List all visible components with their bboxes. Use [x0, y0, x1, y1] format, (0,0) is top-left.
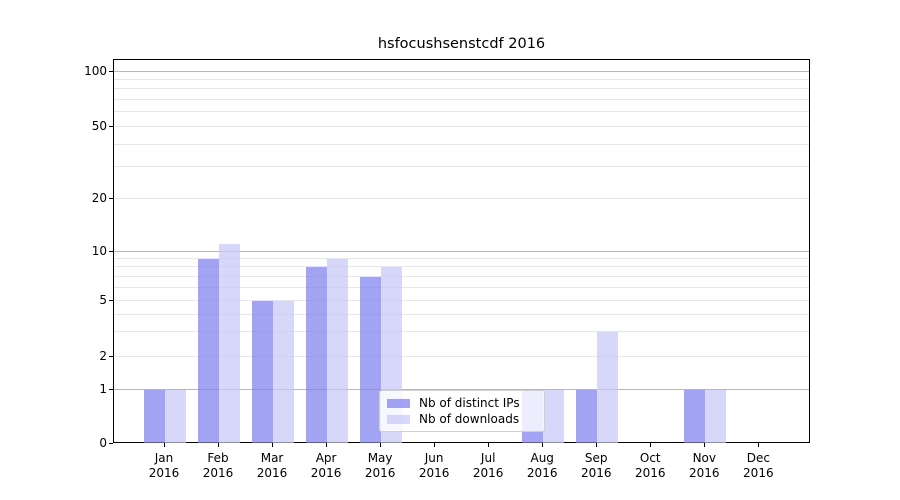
y-tick-50: [109, 126, 113, 127]
bar-downloads-feb: [219, 244, 241, 443]
x-tick-label-feb: Feb 2016: [202, 451, 234, 480]
minor-gridline-2: [114, 356, 809, 357]
bar-distinct-ips-nov: [684, 390, 706, 443]
minor-gridline-70: [114, 99, 809, 101]
y-tick-2: [109, 356, 113, 357]
bar-downloads-apr: [327, 259, 349, 443]
minor-gridline-60: [114, 111, 809, 113]
x-tick-mar: [272, 443, 274, 447]
x-tick-label-jul: Jul 2016: [472, 451, 504, 480]
x-tick-label-nov: Nov 2016: [689, 451, 720, 480]
bar-distinct-ips-feb: [198, 259, 220, 443]
x-tick-label-sep: Sep 2016: [580, 451, 612, 480]
y-tick-label-50: 50: [91, 119, 107, 133]
y-tick-label-10: 10: [91, 243, 107, 258]
x-tick-jan: [164, 443, 165, 447]
y-tick-label-5: 5: [99, 293, 107, 307]
x-tick-may: [380, 443, 382, 447]
legend-swatch-downloads: [387, 414, 410, 424]
x-tick-label-may: May 2016: [364, 451, 396, 480]
chart-title: hsfocushsenstcdf 2016: [377, 36, 546, 52]
x-tick-oct: [650, 443, 652, 447]
bar-distinct-ips-may: [360, 276, 382, 443]
legend-label-distinct-ips: Nb of distinct IPs: [419, 395, 520, 410]
bar-downloads-jan: [165, 390, 186, 443]
y-tick-100: [109, 70, 113, 72]
x-tick-jun: [434, 443, 436, 447]
y-tick-0: [109, 443, 113, 444]
x-tick-apr: [326, 443, 328, 447]
major-gridline-1: [114, 389, 809, 390]
minor-gridline-50: [114, 126, 809, 127]
y-tick-label-1: 1: [99, 382, 107, 396]
plot-area: [113, 59, 810, 443]
minor-gridline-6: [114, 286, 809, 288]
legend-entry-distinct-ips: Nb of distinct IPs: [387, 396, 536, 411]
y-tick-label-20: 20: [91, 191, 107, 205]
bar-downloads-nov: [705, 390, 727, 443]
x-tick-feb: [218, 443, 220, 447]
legend: Nb of distinct IPs Nb of downloads: [379, 390, 545, 432]
minor-gridline-5: [114, 300, 809, 301]
bar-distinct-ips-mar: [252, 301, 274, 443]
minor-gridline-4: [114, 313, 809, 315]
minor-gridline-40: [114, 143, 809, 145]
y-tick-10: [109, 250, 113, 252]
y-tick-label-2: 2: [99, 349, 107, 363]
x-tick-label-dec: Dec 2016: [743, 451, 774, 480]
x-tick-label-oct: Oct 2016: [634, 451, 666, 480]
x-tick-jul: [488, 443, 490, 447]
minor-gridline-7: [114, 275, 809, 277]
legend-entry-downloads: Nb of downloads: [387, 412, 536, 427]
bar-downloads-aug: [543, 390, 565, 443]
y-tick-20: [109, 198, 113, 199]
minor-gridline-30: [114, 166, 809, 168]
y-tick-5: [109, 300, 113, 301]
x-tick-nov: [704, 443, 706, 447]
x-tick-aug: [542, 443, 544, 447]
minor-gridline-20: [114, 198, 809, 199]
x-tick-label-mar: Mar 2016: [256, 451, 288, 480]
x-tick-label-jun: Jun 2016: [418, 451, 450, 480]
x-tick-label-aug: Aug 2016: [526, 451, 558, 480]
bar-downloads-sep: [597, 332, 619, 443]
major-gridline-100: [114, 70, 809, 72]
x-tick-sep: [596, 443, 598, 447]
bar-distinct-ips-sep: [576, 390, 598, 443]
minor-gridline-9: [114, 258, 809, 260]
bar-distinct-ips-apr: [306, 267, 328, 443]
legend-swatch-distinct-ips: [387, 398, 410, 408]
legend-label-downloads: Nb of downloads: [419, 411, 520, 426]
x-tick-dec: [758, 443, 760, 447]
y-tick-1: [109, 389, 113, 390]
minor-gridline-90: [114, 78, 809, 80]
x-tick-label-jan: Jan 2016: [148, 451, 180, 480]
minor-gridline-3: [114, 331, 809, 333]
bar-distinct-ips-jan: [144, 390, 165, 443]
y-tick-label-0: 0: [99, 436, 107, 450]
y-tick-label-100: 100: [84, 63, 107, 78]
bar-downloads-mar: [273, 301, 295, 443]
minor-gridline-80: [114, 88, 809, 90]
minor-gridline-8: [114, 266, 809, 268]
x-tick-label-apr: Apr 2016: [310, 451, 342, 480]
major-gridline-10: [114, 250, 809, 252]
